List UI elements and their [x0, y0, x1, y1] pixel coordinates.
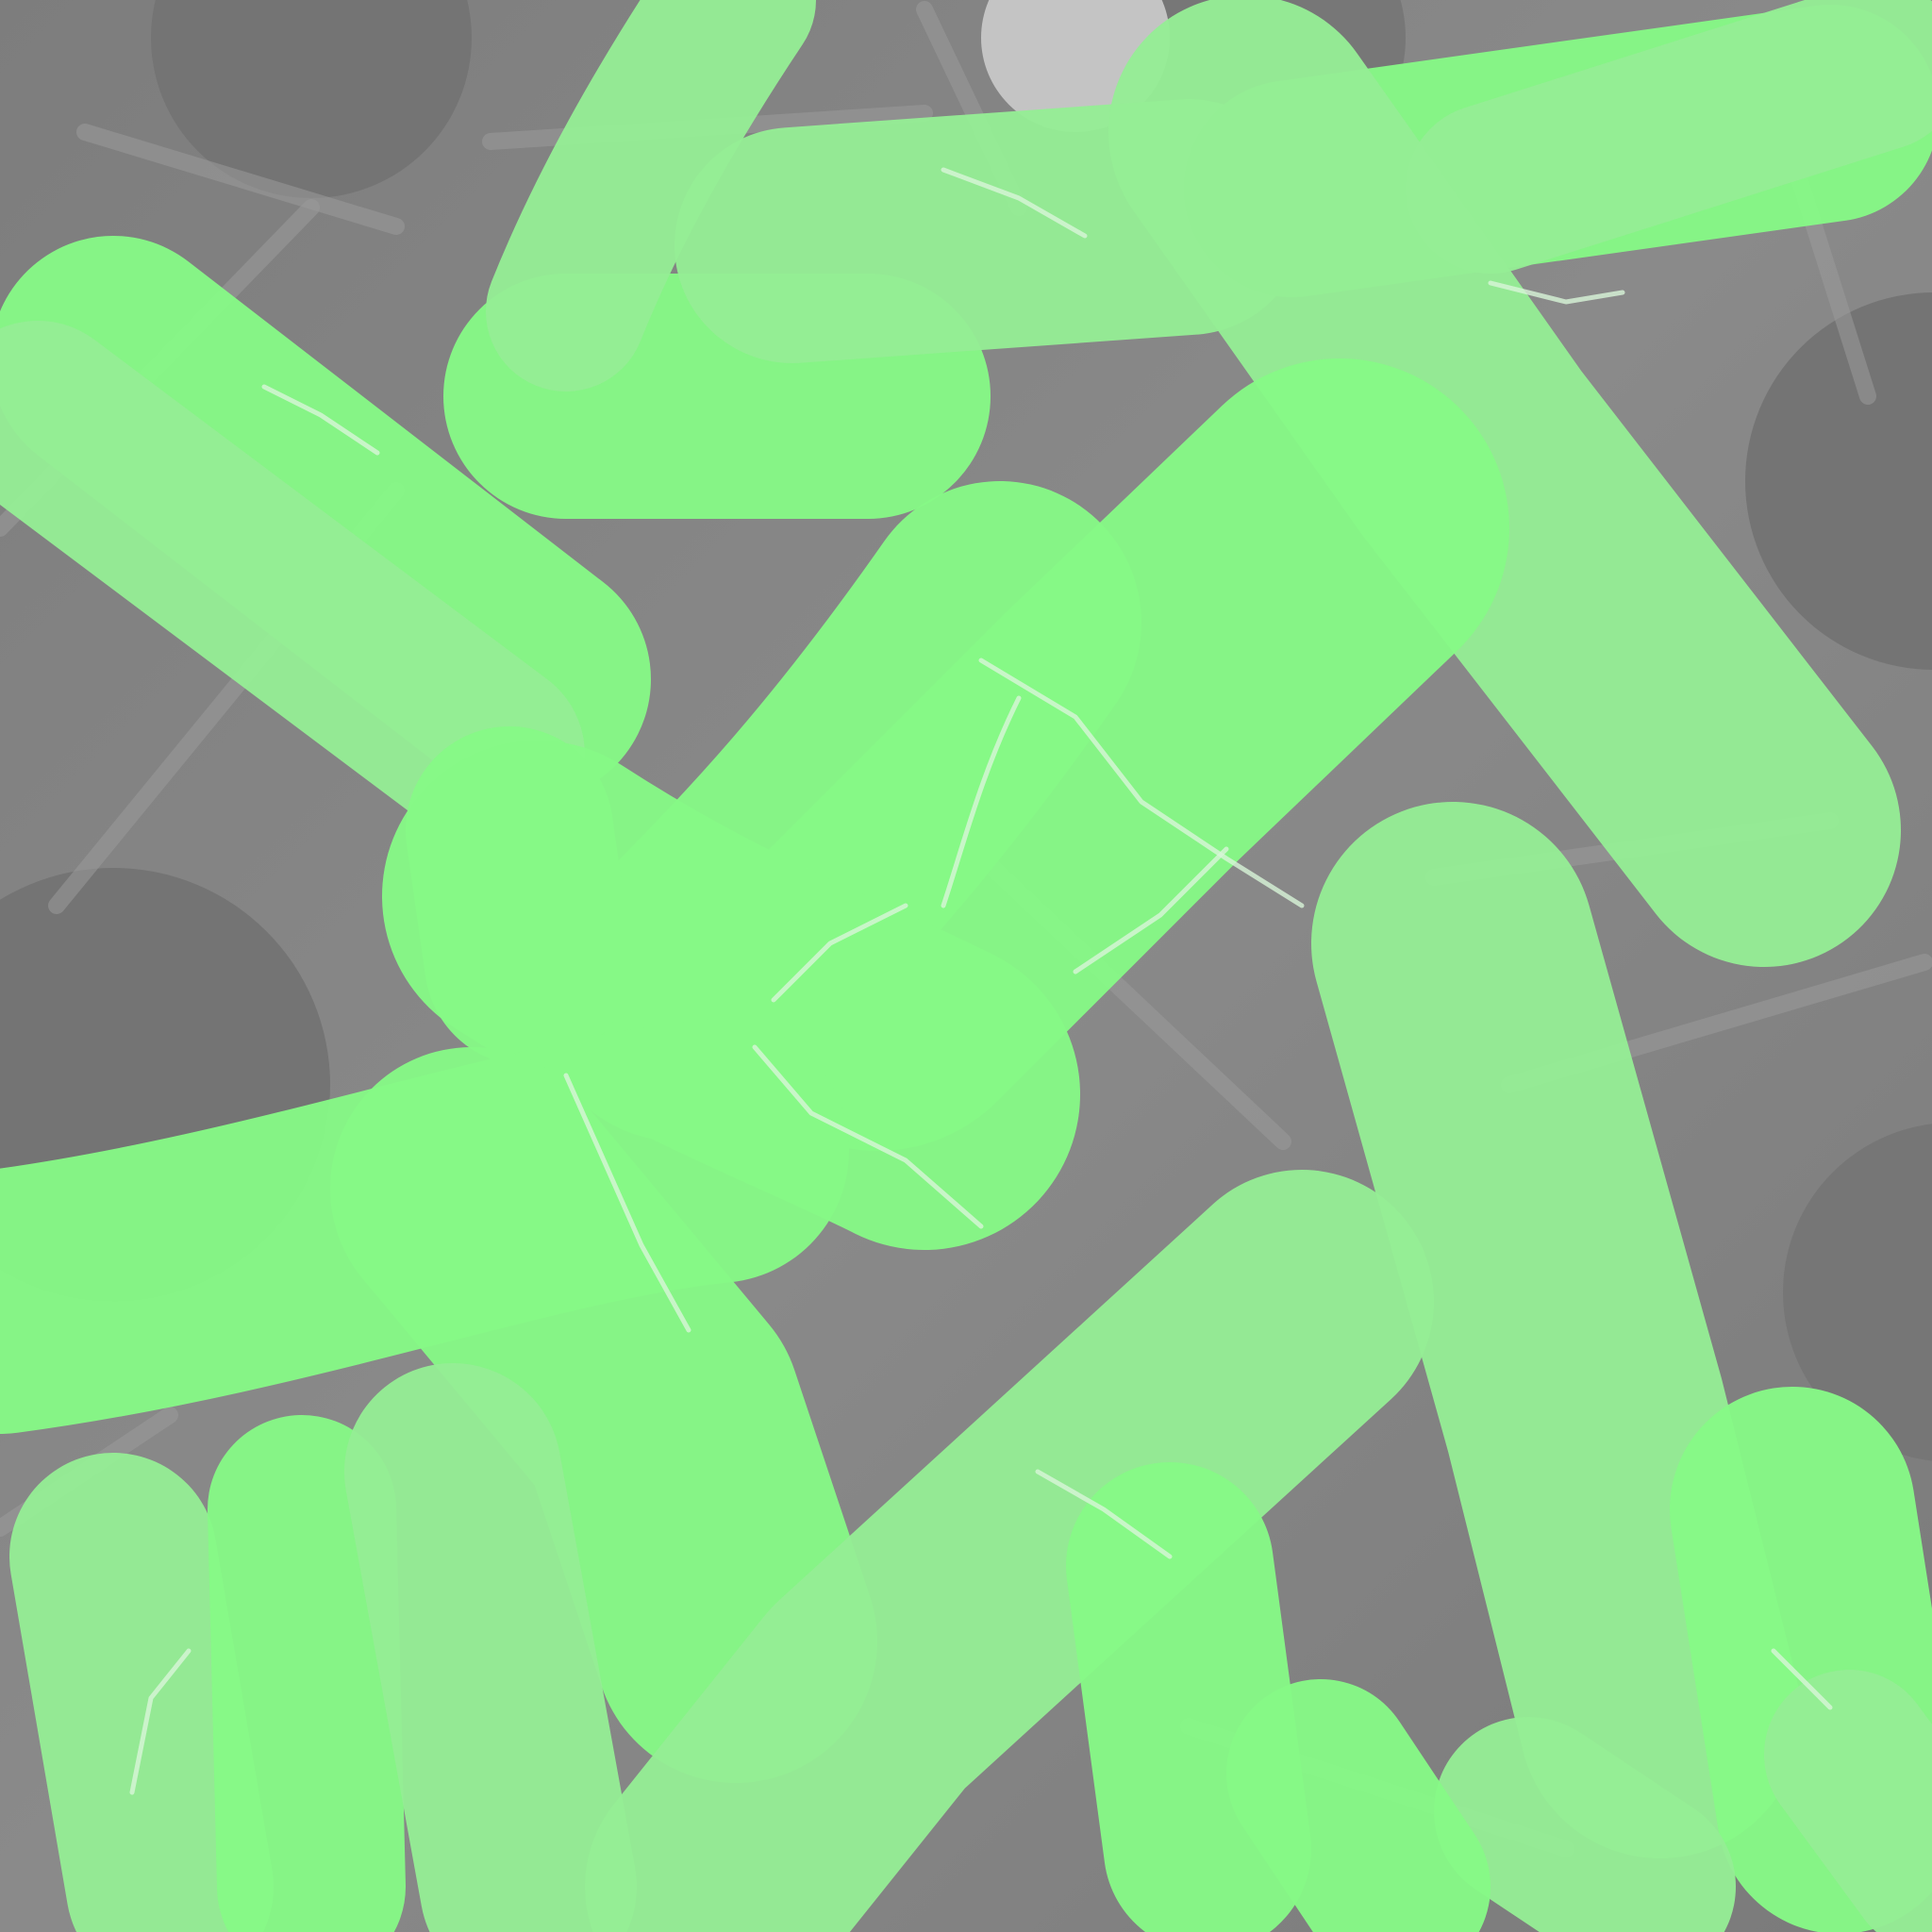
green-strand: [1311, 802, 1802, 1858]
green-strand: [486, 0, 816, 391]
green-strand: [330, 1047, 877, 1783]
green-strand: [0, 321, 585, 849]
green-strand: [1434, 1717, 1736, 1932]
green-strand: [1066, 1462, 1311, 1932]
surface-vein: [563, 1073, 691, 1333]
background-disc: [151, 0, 472, 198]
green-strand: [406, 726, 632, 1066]
surface-vein: [129, 1648, 192, 1795]
green-strand: [675, 99, 1307, 363]
green-strand: [1226, 1679, 1491, 1932]
green-strand: [344, 1363, 637, 1932]
surface-vein: [941, 167, 1088, 239]
background-disc: [1745, 292, 1932, 670]
surface-vein: [941, 695, 1022, 908]
surface-vein: [978, 658, 1305, 908]
surface-vein: [1035, 1469, 1173, 1559]
surface-vein: [752, 1044, 984, 1229]
background-shard: [76, 124, 405, 235]
surface-vein: [1771, 1648, 1833, 1710]
surface-vein: [1073, 846, 1229, 974]
green-strand: [1764, 1670, 1932, 1932]
surface-vein: [261, 384, 380, 456]
green-strand: [1406, 0, 1932, 274]
surface-vein: [1488, 280, 1625, 305]
green-strand: [585, 1170, 1434, 1932]
green-strand: [9, 1453, 274, 1932]
surface-veins: [129, 167, 1833, 1795]
background-disc: [1783, 1124, 1932, 1461]
surface-vein: [771, 903, 908, 1003]
green-strand: [208, 1415, 406, 1932]
